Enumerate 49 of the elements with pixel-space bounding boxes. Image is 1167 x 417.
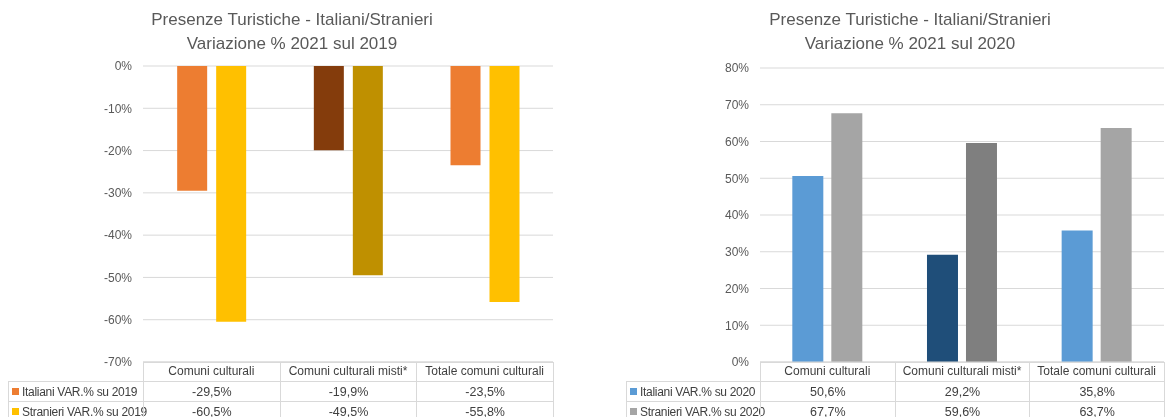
chart-title: Presenze Turistiche - Italiani/Stranieri bbox=[151, 10, 433, 29]
data-label: -29,5% bbox=[192, 384, 232, 399]
x-tick-label: Comuni culturali misti* bbox=[902, 363, 1022, 378]
x-tick-label: Totale comuni culturali bbox=[425, 363, 545, 378]
y-tick-label: 0% bbox=[114, 59, 133, 74]
data-label: 35,8% bbox=[1079, 384, 1115, 399]
chart-subtitle: Variazione % 2021 sul 2019 bbox=[186, 34, 398, 53]
data-label: -60,5% bbox=[192, 404, 232, 417]
bar bbox=[831, 113, 863, 362]
y-tick-label: -50% bbox=[103, 270, 133, 285]
y-tick-label: 40% bbox=[724, 208, 750, 223]
chart-title: Presenze Turistiche - Italiani/Stranieri bbox=[769, 10, 1051, 29]
bar bbox=[1061, 230, 1093, 362]
x-tick-label: Comuni culturali bbox=[168, 363, 255, 378]
bar bbox=[965, 142, 997, 362]
x-tick-label: Comuni culturali misti* bbox=[288, 363, 408, 378]
y-tick-label: -20% bbox=[103, 143, 133, 158]
data-label: 63,7% bbox=[1079, 404, 1115, 417]
legend-label: Italiani VAR.% su 2019 bbox=[22, 384, 138, 399]
y-tick-label: -70% bbox=[103, 355, 133, 370]
x-tick-label: Totale comuni culturali bbox=[1037, 363, 1157, 378]
bar bbox=[1100, 127, 1132, 362]
y-tick-label: 60% bbox=[724, 134, 750, 149]
legend-label: Stranieri VAR.% su 2019 bbox=[22, 404, 147, 417]
data-label: -19,9% bbox=[328, 384, 369, 399]
bar bbox=[792, 176, 824, 362]
bar bbox=[926, 254, 958, 362]
y-tick-label: -40% bbox=[103, 228, 133, 243]
data-label: -49,5% bbox=[328, 404, 369, 417]
data-label: 67,7% bbox=[810, 404, 846, 417]
data-label: 50,6% bbox=[810, 384, 846, 399]
y-tick-label: 30% bbox=[724, 245, 750, 260]
y-tick-label: -10% bbox=[103, 101, 133, 116]
y-tick-label: -30% bbox=[103, 186, 133, 201]
legend-label: Stranieri VAR.% su 2020 bbox=[640, 404, 765, 417]
data-label: -23,5% bbox=[465, 384, 505, 399]
data-label: -55,8% bbox=[465, 404, 505, 417]
data-label: 29,2% bbox=[944, 384, 981, 399]
y-tick-label: 70% bbox=[724, 98, 750, 113]
y-tick-label: 80% bbox=[724, 61, 750, 76]
y-tick-label: 20% bbox=[724, 281, 750, 296]
y-tick-label: 0% bbox=[731, 355, 750, 370]
data-label: 59,6% bbox=[944, 404, 981, 417]
y-tick-label: 10% bbox=[724, 318, 750, 333]
legend-label: Italiani VAR.% su 2020 bbox=[640, 384, 756, 399]
x-tick-label: Comuni culturali bbox=[784, 363, 871, 378]
chart-subtitle: Variazione % 2021 sul 2020 bbox=[804, 34, 1016, 53]
y-tick-label: 50% bbox=[724, 171, 750, 186]
y-tick-label: -60% bbox=[103, 312, 133, 327]
